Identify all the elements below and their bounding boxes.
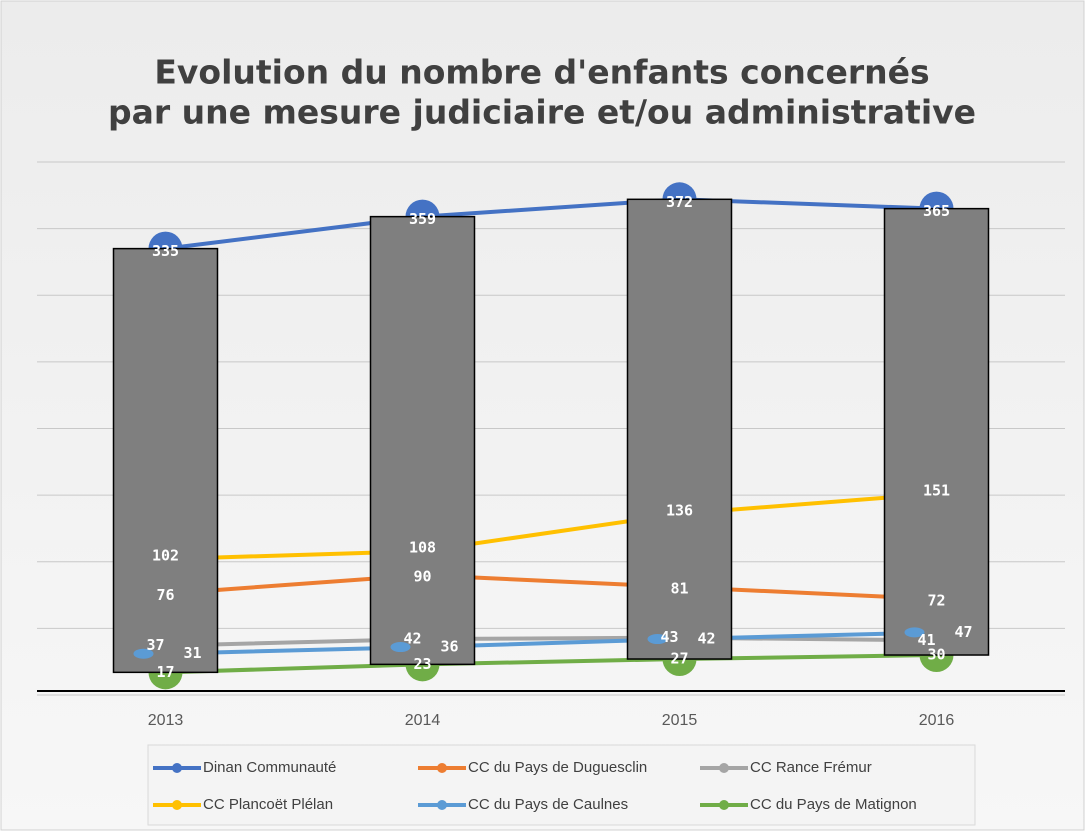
data-label: 41 [917, 631, 935, 649]
data-label: 72 [927, 592, 945, 610]
x-tick-label: 2016 [919, 712, 955, 729]
series-line [165, 197, 937, 251]
legend-label: Dinan Communauté [203, 759, 336, 776]
series-line [165, 573, 937, 602]
data-label: 37 [146, 636, 164, 654]
chart-title: par une mesure judiciaire et/ou administ… [108, 93, 976, 132]
x-tick-label: 2014 [405, 712, 441, 729]
legend-marker [172, 763, 182, 773]
x-tick-label: 2013 [148, 712, 184, 729]
up-down-bar [883, 207, 990, 656]
data-label: 102 [152, 547, 179, 565]
legend-marker [437, 763, 447, 773]
marker [133, 648, 154, 659]
up-down-bar [112, 247, 219, 674]
data-label: 76 [156, 586, 174, 604]
marker [647, 634, 668, 645]
data-label: 23 [413, 655, 431, 673]
series-line [165, 653, 937, 675]
legend-label: CC du Pays de Caulnes [468, 796, 628, 813]
data-label: 42 [403, 630, 421, 648]
marker [904, 627, 925, 638]
legend-label: CC Plancoët Plélan [203, 796, 333, 813]
legend-box [147, 744, 976, 826]
up-down-bar [369, 215, 476, 666]
data-label: 372 [666, 193, 693, 211]
data-label: 42 [698, 630, 716, 648]
legend-marker [719, 763, 729, 773]
data-label: 30 [927, 646, 945, 664]
data-label: 90 [413, 568, 431, 586]
data-label: 31 [184, 644, 202, 662]
legend-label: CC Rance Frémur [750, 759, 872, 776]
data-label: 36 [441, 638, 459, 656]
legend-label: CC du Pays de Matignon [750, 796, 917, 813]
legend-label: CC du Pays de Duguesclin [468, 759, 647, 776]
series-line [165, 491, 937, 562]
x-tick-label: 2015 [662, 712, 698, 729]
marker [390, 642, 411, 653]
data-label: 43 [660, 628, 678, 646]
legend-marker [172, 800, 182, 810]
legend-marker [437, 800, 447, 810]
data-label: 365 [923, 202, 950, 220]
data-label: 17 [156, 663, 174, 681]
up-down-bar [626, 198, 733, 660]
chart-title: Evolution du nombre d'enfants concernés [154, 53, 929, 92]
data-label: 108 [409, 539, 436, 557]
legend-marker [719, 800, 729, 810]
data-label: 81 [670, 580, 688, 598]
data-label: 136 [666, 501, 693, 519]
data-label: 47 [955, 623, 973, 641]
data-label: 27 [670, 650, 688, 668]
data-label: 335 [152, 242, 179, 260]
series-line [165, 630, 937, 656]
data-label: 359 [409, 210, 436, 228]
data-label: 151 [923, 481, 950, 499]
series-line [165, 635, 937, 648]
